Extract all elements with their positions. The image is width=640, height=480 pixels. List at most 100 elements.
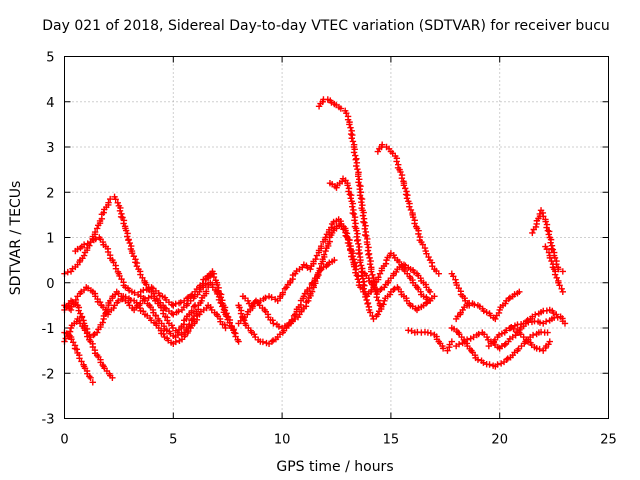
data-point	[511, 291, 518, 298]
data-point	[355, 250, 363, 258]
data-point	[356, 186, 363, 193]
data-point	[347, 124, 354, 131]
data-point	[448, 338, 456, 345]
data-point	[377, 286, 384, 294]
data-point	[122, 227, 130, 234]
x-axis-label: GPS time / hours	[276, 459, 393, 475]
x-tick-label: 15	[383, 433, 400, 448]
data-point	[350, 149, 358, 156]
data-point	[358, 198, 365, 206]
data-point	[160, 330, 167, 338]
data-point	[186, 321, 193, 328]
data-point	[89, 379, 96, 386]
data-point	[544, 329, 551, 336]
data-point	[504, 355, 511, 362]
series-track-w	[529, 207, 567, 275]
data-point	[170, 311, 177, 318]
data-point	[356, 176, 363, 183]
x-tick-label: 25	[600, 433, 617, 448]
data-points	[61, 96, 569, 386]
data-point	[529, 229, 536, 237]
y-tick-label: -2	[42, 367, 55, 382]
y-tick-label: 1	[46, 232, 54, 247]
data-point	[378, 141, 386, 148]
data-point	[356, 259, 364, 266]
data-point	[361, 225, 369, 233]
data-point	[426, 297, 434, 305]
data-point	[364, 300, 371, 308]
data-point	[363, 232, 370, 240]
series-track-s	[448, 324, 551, 370]
data-point	[344, 182, 351, 189]
data-point	[222, 324, 229, 332]
data-point	[80, 241, 88, 248]
data-point	[306, 284, 313, 292]
data-point	[347, 195, 354, 202]
data-point	[119, 214, 126, 221]
data-point	[559, 288, 567, 295]
data-point	[353, 162, 360, 170]
y-tick-label: 0	[46, 277, 54, 292]
data-point	[366, 254, 373, 262]
data-point	[290, 312, 298, 319]
data-point	[87, 238, 94, 246]
data-point	[91, 228, 99, 236]
data-point	[358, 195, 366, 203]
data-point	[450, 273, 457, 280]
data-point	[250, 300, 258, 307]
x-tick-label: 10	[274, 433, 291, 448]
data-point	[87, 374, 94, 381]
data-point	[355, 173, 362, 180]
y-tick-label: -1	[42, 322, 55, 337]
data-point	[308, 288, 316, 295]
x-tick-label: 20	[491, 433, 508, 448]
y-axis-label: SDTVAR / TECUs	[8, 181, 24, 296]
data-point	[320, 251, 328, 258]
data-point	[120, 220, 127, 227]
data-point	[327, 224, 335, 231]
data-point	[375, 274, 382, 281]
data-point	[141, 295, 149, 303]
data-point	[357, 182, 364, 190]
data-point	[322, 247, 329, 255]
data-point	[492, 315, 499, 323]
data-point	[558, 285, 565, 292]
data-point	[103, 306, 111, 313]
series-track-n	[374, 141, 442, 277]
data-point	[235, 338, 242, 345]
data-point	[343, 109, 350, 117]
data-point	[257, 297, 264, 305]
data-point	[536, 319, 544, 326]
data-point	[312, 256, 319, 263]
data-point	[532, 223, 540, 231]
data-point	[175, 308, 182, 315]
data-point	[109, 374, 116, 381]
data-point	[221, 321, 228, 329]
data-point	[268, 338, 276, 345]
data-point	[204, 273, 211, 280]
data-point	[93, 225, 101, 232]
x-tick-label: 5	[169, 433, 177, 448]
data-point	[532, 311, 539, 318]
data-point	[99, 319, 106, 326]
data-point	[249, 303, 256, 310]
data-point	[199, 280, 206, 287]
chart-title: Day 021 of 2018, Sidereal Day-to-day VTE…	[42, 18, 610, 34]
data-point	[431, 293, 438, 300]
data-point	[231, 329, 238, 336]
data-point	[415, 304, 422, 312]
series-track-r	[452, 288, 523, 323]
data-point	[524, 316, 531, 324]
data-point	[117, 213, 125, 220]
data-point	[177, 299, 184, 306]
data-point	[350, 210, 358, 218]
data-point	[126, 239, 133, 247]
data-point	[507, 324, 514, 332]
data-point	[210, 273, 218, 281]
data-point	[269, 317, 276, 324]
data-point	[349, 256, 356, 263]
data-point	[357, 262, 365, 269]
y-tick-label: 4	[46, 96, 54, 111]
data-point	[90, 331, 97, 339]
data-point	[268, 294, 275, 301]
